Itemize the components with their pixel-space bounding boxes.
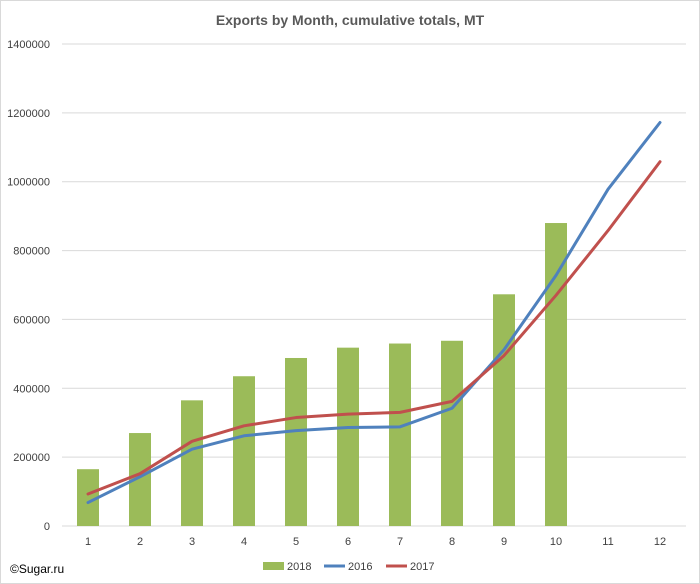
bar-2018 [389, 343, 411, 526]
bars-2018 [77, 223, 567, 526]
bar-2018 [493, 294, 515, 526]
lines [86, 120, 662, 505]
y-tick-label: 1000000 [7, 177, 50, 189]
x-tick-label: 12 [654, 536, 666, 548]
copyright-text: ©Sugar.ru [10, 562, 64, 576]
gridlines [62, 43, 686, 527]
x-tick-label: 8 [449, 536, 455, 548]
x-tick-label: 9 [501, 536, 507, 548]
legend-label-2018: 2018 [287, 561, 311, 573]
bar-2018 [337, 347, 359, 526]
x-tick-label: 3 [189, 536, 195, 548]
line-2016 [86, 120, 662, 505]
y-tick-label: 600000 [13, 314, 50, 326]
x-tick-label: 2 [137, 536, 143, 548]
bar-2018 [233, 376, 255, 526]
x-tick-label: 10 [550, 536, 562, 548]
legend-label-2017: 2017 [410, 561, 434, 573]
y-tick-label: 1200000 [7, 108, 50, 120]
x-tick-label: 6 [345, 536, 351, 548]
x-axis-ticks: 1 2 3 4 5 6 7 8 9 10 11 12 [85, 536, 666, 548]
bar-2018 [181, 400, 203, 526]
legend: 2018 2016 2017 [263, 561, 434, 573]
bar-2018 [545, 223, 567, 526]
bar-2018 [285, 357, 307, 526]
y-tick-label: 800000 [13, 246, 50, 258]
x-tick-label: 1 [85, 536, 91, 548]
y-tick-label: 400000 [13, 383, 50, 395]
bar-2018 [129, 433, 151, 526]
bar-2018 [441, 340, 463, 526]
bar-2018 [77, 469, 99, 526]
y-axis-ticks: 0 200000 400000 600000 800000 1000000 1200000 1… [7, 39, 50, 533]
x-tick-label: 7 [397, 536, 403, 548]
x-tick-label: 4 [241, 536, 247, 548]
chart-title: Exports by Month, cumulative totals, MT [216, 12, 485, 28]
legend-label-2016: 2016 [348, 561, 372, 573]
y-tick-label: 1400000 [7, 39, 50, 51]
y-tick-label: 200000 [13, 452, 50, 464]
y-tick-label: 0 [44, 521, 50, 533]
x-tick-label: 11 [602, 536, 613, 548]
legend-swatch-2018 [263, 562, 284, 570]
x-tick-label: 5 [293, 536, 299, 548]
line-2017 [86, 160, 662, 496]
